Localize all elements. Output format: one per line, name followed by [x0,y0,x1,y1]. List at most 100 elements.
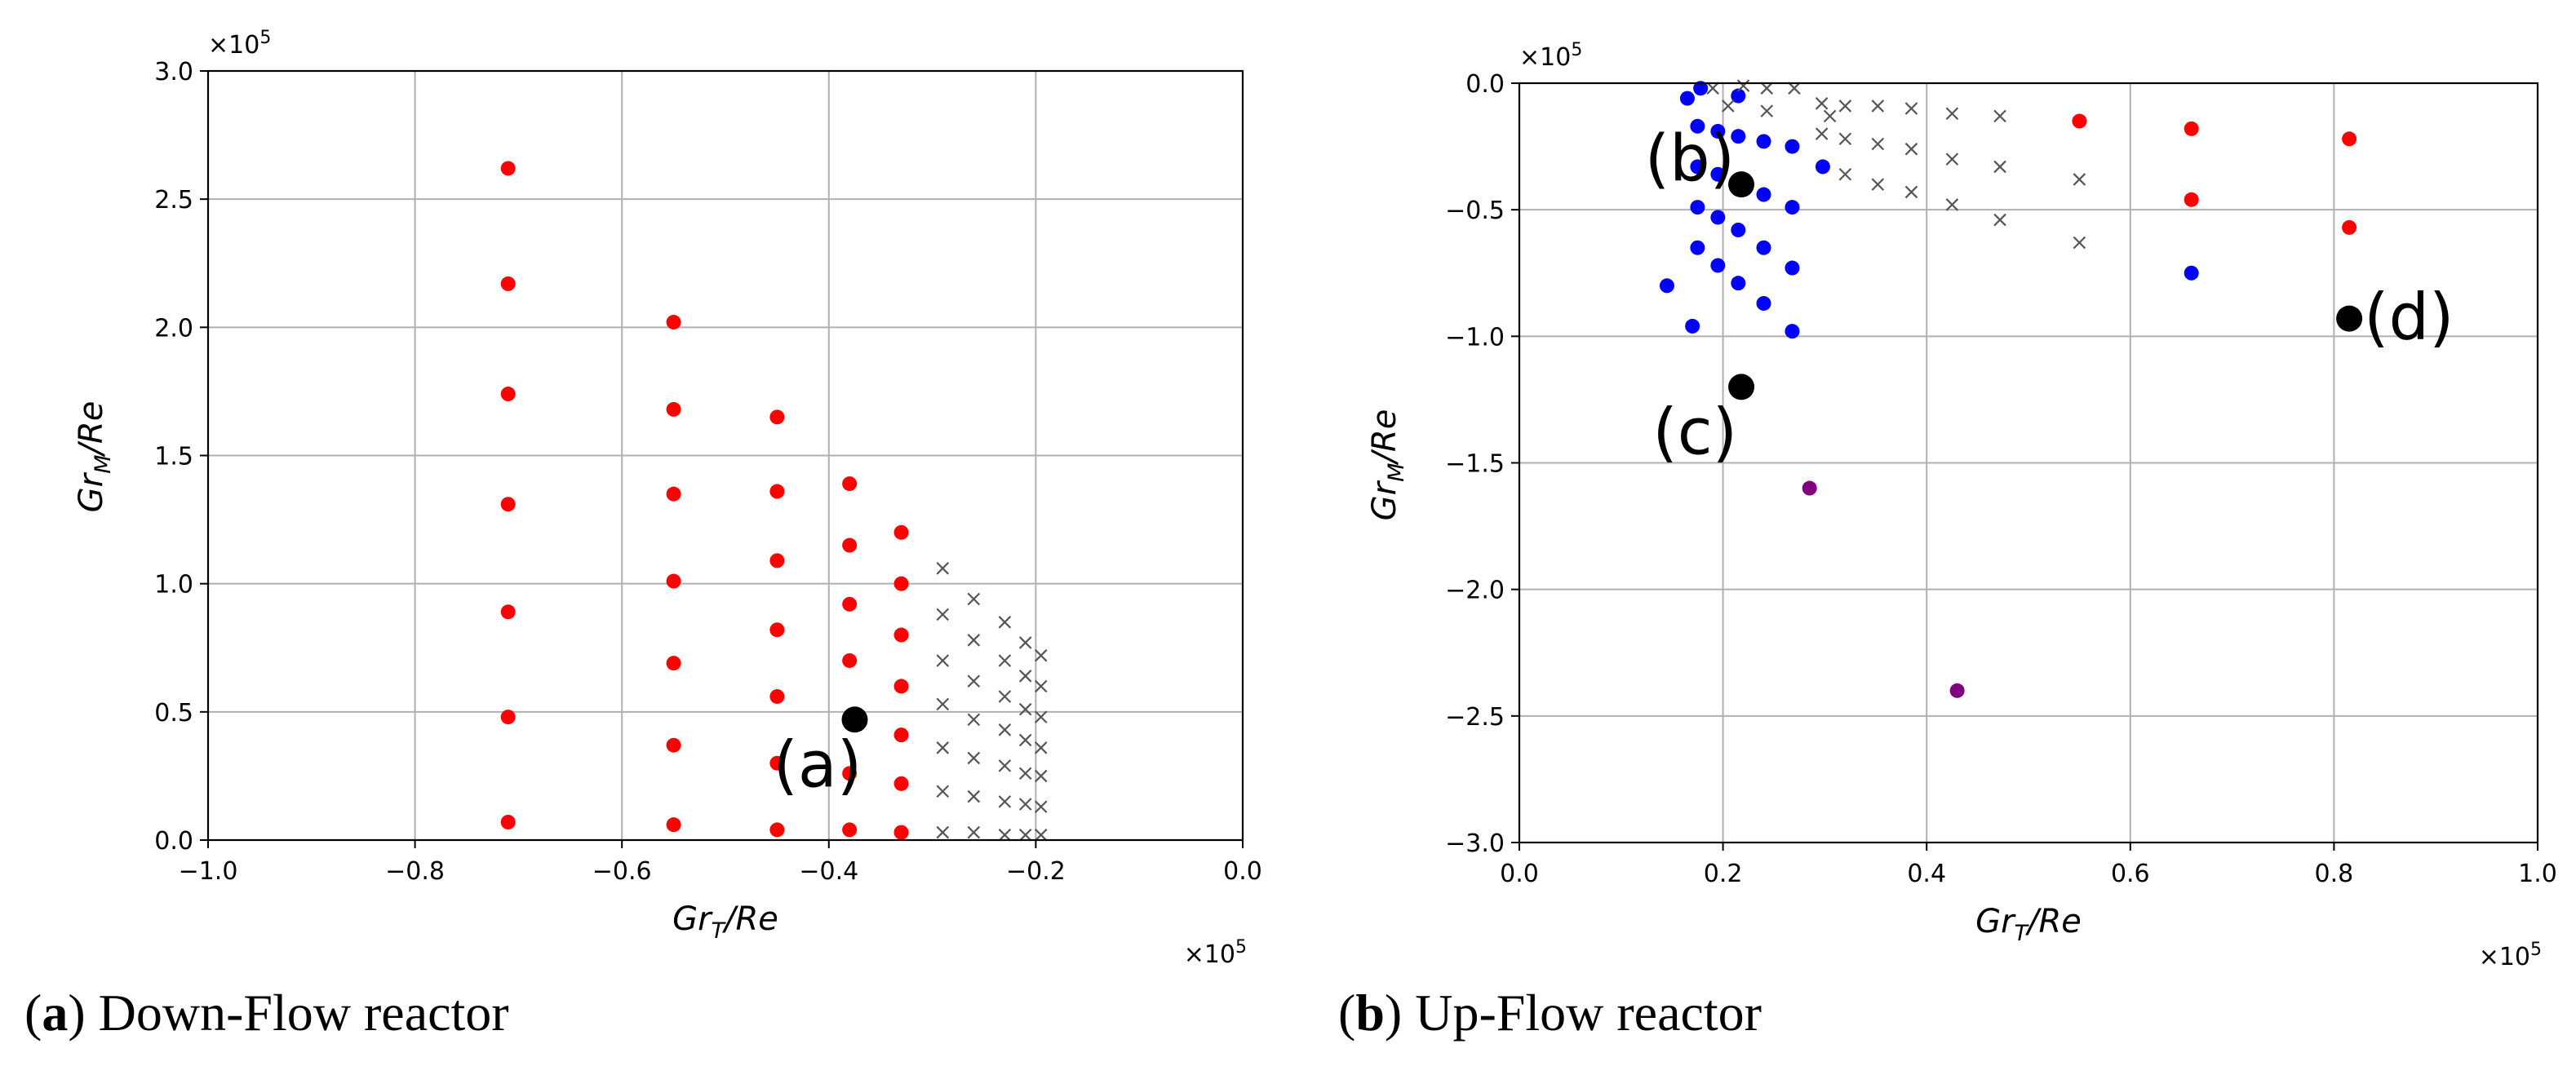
x-tick-label: −0.8 [385,857,445,886]
y-tick-label: 0.0 [154,827,193,856]
data-point-x-marker [936,697,950,711]
data-point-blue [1785,139,1800,154]
data-point-purple [1949,683,1965,698]
y-tick-label: 1.5 [154,443,193,471]
y-axis-label-tail: /Re [1366,409,1403,466]
caption-b: (b) Up-Flow reactor [1338,984,1762,1042]
data-point-x-marker [1993,160,2006,174]
annotation-label: (b) [1645,122,1735,196]
data-point-x-marker [1034,800,1048,813]
data-point-blue [1756,187,1771,202]
data-point-red [769,484,785,499]
data-point-blue [1710,258,1726,273]
data-point-blue [1690,240,1705,255]
y-multiplier-label: ×105 [208,28,271,60]
data-point-x-marker [1904,102,1918,115]
data-point-blue [1756,134,1771,149]
data-point-blue [1756,295,1771,311]
data-point-red [769,553,785,568]
data-point-red [842,652,858,668]
series-gray-x [936,562,1048,842]
data-point-blue [1785,260,1800,276]
data-point-red [842,822,858,838]
data-point-x-marker [1945,107,1959,121]
data-point-x-marker [1904,185,1918,199]
x-tick-label: 0.6 [2111,860,2150,888]
x-axis-label-main: Gr [1975,903,2016,940]
data-point-x-marker [1018,702,1032,716]
y-tick-label: −2.5 [1445,703,1505,732]
data-point-x-marker [2073,236,2086,250]
data-point-blue [1785,324,1800,339]
data-point-x-marker [1760,104,1774,117]
y-tick-label: 2.5 [154,186,193,215]
data-point-x-marker [1838,132,1852,146]
data-point-red [893,776,909,791]
data-point-blue [1756,240,1771,255]
panel-b-up-flow: 0.0 0.2 0.4 0.6 0.8 1.0 −3.0 −2.5 −2.0 −1.5 −1.0 −0… [1366,40,2557,971]
y-axis-label: GrM/Re [73,401,116,513]
data-point-x-marker [1018,733,1032,747]
series-blue [1659,81,2199,339]
data-point-blue [2184,265,2199,281]
data-point-x-marker [1034,710,1048,723]
data-point-x-marker [1815,127,1829,140]
series-gray-x [1706,79,2086,250]
data-point-purple [1802,480,1817,496]
data-point-x-marker [936,741,950,754]
series-red [2072,113,2357,235]
y-tick-label: 0.5 [154,699,193,728]
data-point-x-marker [1838,100,1852,113]
data-point-red [893,825,909,840]
data-point-x-marker [1871,178,1885,191]
data-point-x-marker [1018,798,1032,811]
x-tick-label: −0.6 [592,857,652,886]
data-point-x-marker [967,675,981,688]
data-point-x-marker [1034,679,1048,693]
data-point-red [893,728,909,743]
x-axis-label-sub: T [2015,921,2030,946]
annotation-label: (a) [774,728,862,802]
data-point-red [2184,192,2199,207]
data-point-x-marker [967,634,981,647]
data-point-red [666,486,681,502]
caption-a-letter: a [42,984,69,1042]
data-point-red [500,710,516,725]
y-axis-label-tail: /Re [73,401,110,458]
data-point-blue [1690,200,1705,215]
data-point-red [893,627,909,643]
series-red [500,161,909,840]
data-point-x-marker [1815,97,1829,110]
data-point-red [2342,219,2357,235]
data-point-x-marker [1706,82,1719,95]
annotations: (a) [774,706,868,802]
data-point-red [500,276,516,291]
panel-a-down-flow: −1.0 −0.8 −0.6 −0.4 −0.2 0.0 0.0 0.5 1.0 1.5 2.0 2.… [73,28,1262,969]
caption-a-text: Down-Flow reactor [98,984,509,1042]
data-point-x-marker [1034,741,1048,754]
data-point-x-marker [998,690,1012,703]
data-point-red [842,476,858,492]
data-point-x-marker [936,654,950,667]
data-point-blue [1690,159,1705,175]
x-tick-label: −0.2 [1006,857,1066,886]
x-multiplier-label: ×105 [2479,940,2542,971]
data-point-red [666,817,681,833]
annotation-point [1728,171,1755,198]
x-tick-label: 0.0 [1500,860,1539,888]
data-point-red [769,688,785,704]
x-tick-label: −0.4 [799,857,858,886]
x-tick-label: 0.8 [2315,860,2354,888]
data-point-x-marker [1018,767,1032,781]
annotation-point [841,706,868,733]
data-point-red [893,524,909,540]
data-point-red [893,679,909,694]
data-point-blue [1731,129,1746,144]
data-point-red [500,814,516,829]
y-axis-label-sub: M [1384,463,1409,482]
x-tick-label: 1.0 [2518,860,2557,888]
data-point-blue [1731,222,1746,237]
data-point-red [666,315,681,330]
data-point-red [769,822,785,838]
